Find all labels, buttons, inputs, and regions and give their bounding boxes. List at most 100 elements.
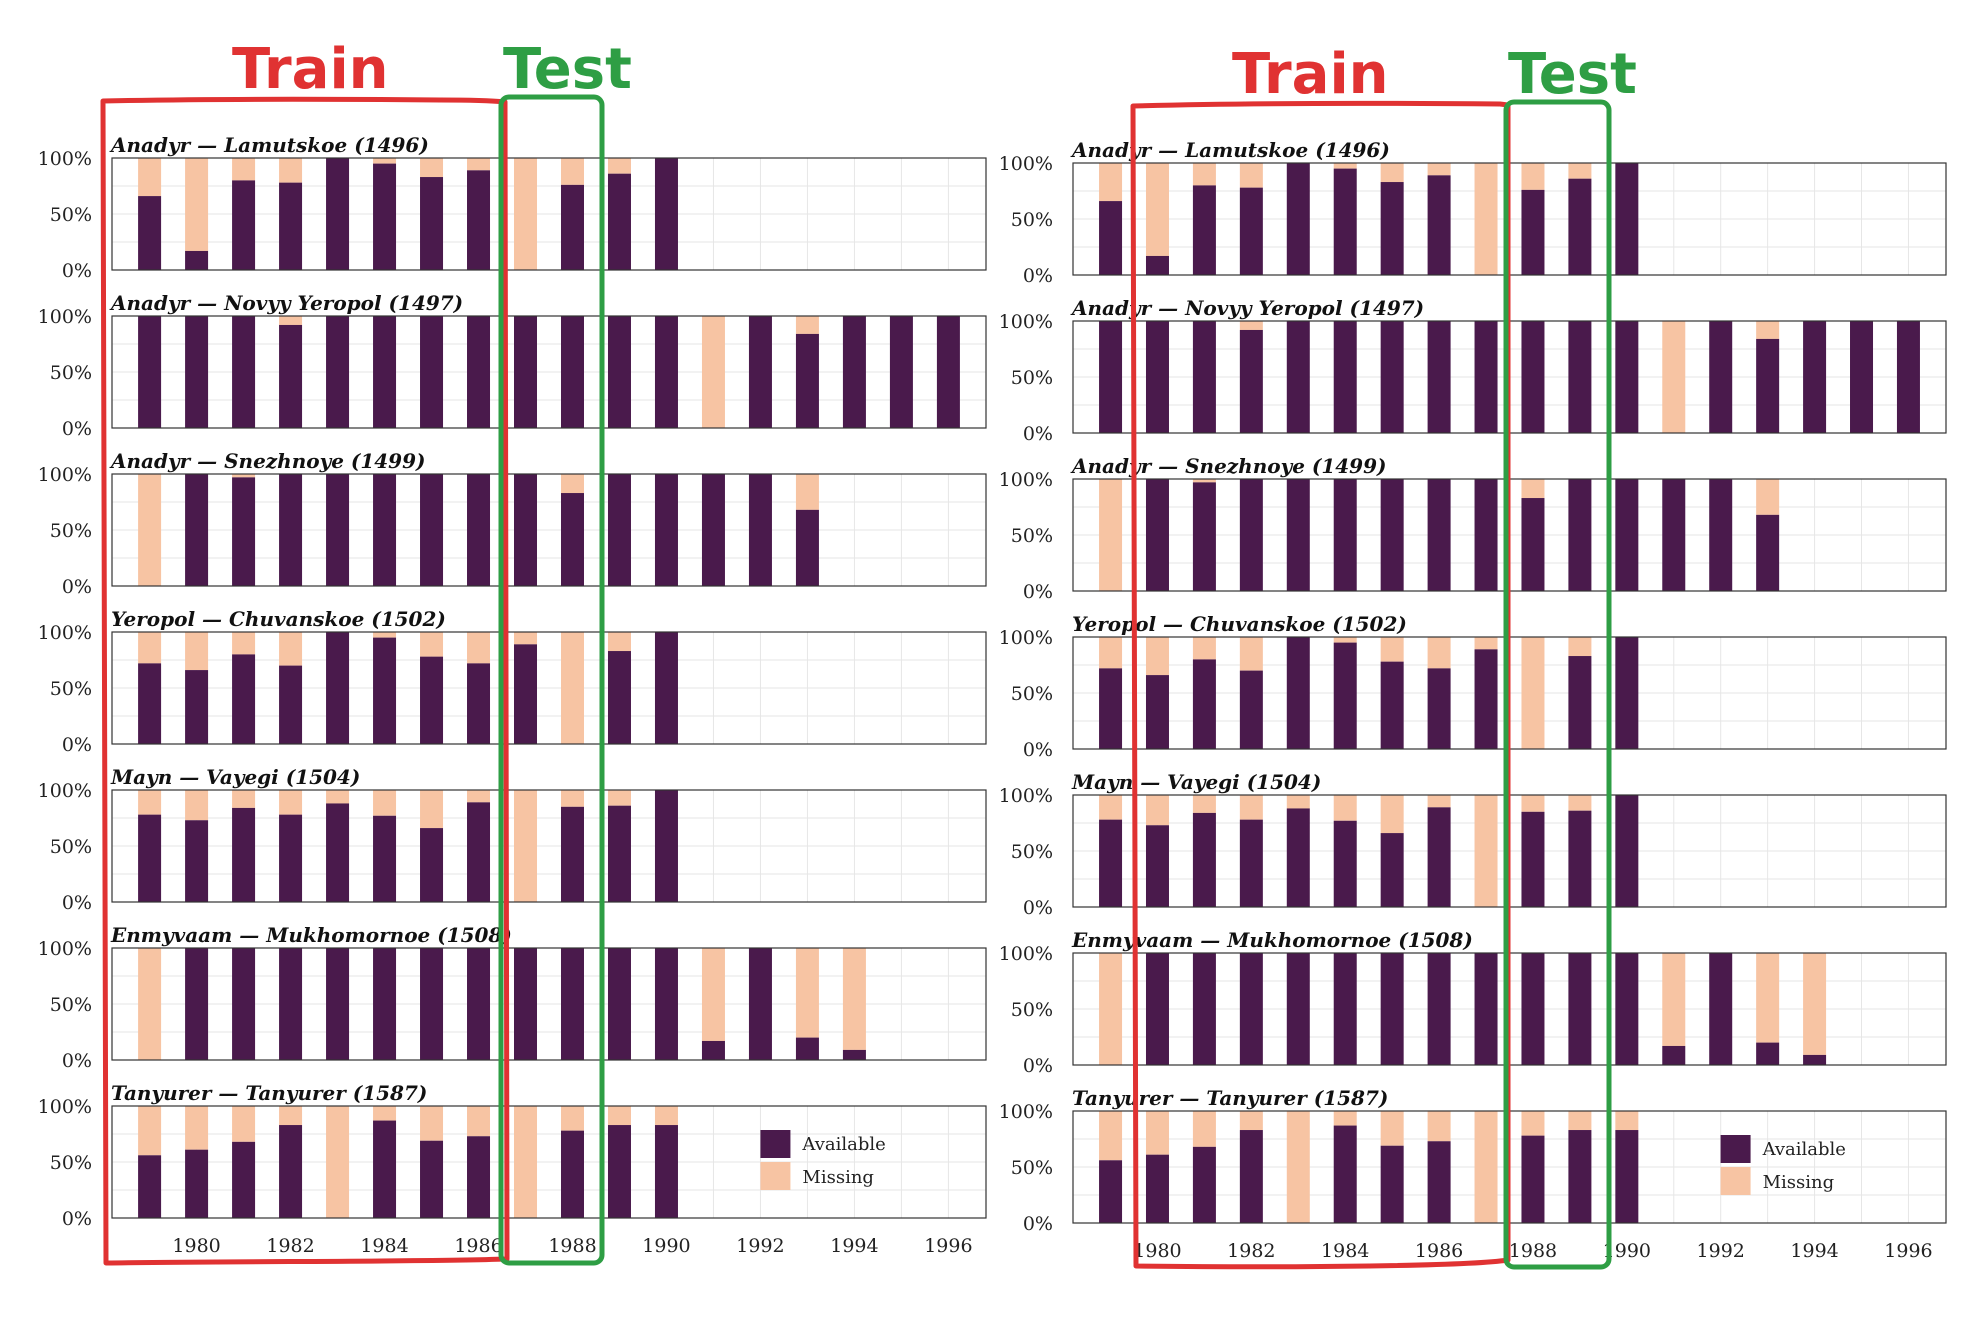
bar-missing-1979 [138,790,162,815]
x-tick-label: 1988 [1509,1240,1557,1262]
bar-available-1984 [373,316,397,428]
bar-available-1991 [1662,1045,1686,1065]
bar-missing-1989 [607,790,631,806]
y-tick-label: 0% [1023,739,1053,761]
bar-missing-1981 [1192,637,1216,660]
bar-available-1986 [1427,1141,1451,1223]
bar-available-1984 [1333,1125,1357,1223]
bar-available-1984 [1333,642,1357,749]
bar-available-1987 [514,644,538,744]
y-tick-label: 0% [62,734,92,756]
bar-missing-1982 [1239,1111,1263,1131]
bar-available-1990 [1615,479,1639,591]
bar-available-1989 [1568,479,1592,591]
bar-available-1981 [232,807,256,902]
bar-available-1986 [467,802,491,902]
bar-missing-1985 [1380,637,1404,662]
bar-available-1983 [1286,953,1310,1065]
y-tick-label: 50% [1011,525,1053,547]
y-tick-label: 0% [62,418,92,440]
bar-available-1981 [232,948,256,1060]
bar-available-1989 [1568,656,1592,749]
bar-available-1979 [138,1155,162,1218]
bar-available-1979 [138,316,162,428]
bar-available-1990 [1615,795,1639,907]
panel-3: Anadyr — Snezhnoye (1499) 0% 50% 100% [38,449,987,598]
bar-available-1985 [420,948,444,1060]
bar-available-1989 [607,474,631,586]
bar-available-1980 [185,474,209,586]
bar-available-1984 [373,474,397,586]
bar-missing-1983 [326,790,350,804]
bar-available-1987 [1474,321,1498,433]
bar-available-1979 [1099,1160,1123,1223]
bar-available-1985 [420,1140,444,1218]
y-tick-label: 0% [62,1208,92,1230]
bar-available-1981 [232,1141,256,1218]
panel-frame [111,473,987,587]
bar-missing-1983 [326,1106,350,1218]
bar-missing-1994 [842,948,866,1050]
bar-missing-1982 [1239,163,1263,188]
bar-available-1990 [654,632,678,744]
bar-missing-1988 [1521,479,1545,499]
bar-available-1985 [420,828,444,902]
legend-swatch-available [1720,1135,1751,1163]
panel-title: Anadyr — Novyy Yeropol (1497) [1070,296,1424,320]
left-test-label: Test [503,37,632,102]
x-tick-label: 1992 [1697,1240,1745,1262]
bar-missing-1991 [701,316,725,428]
bar-available-1986 [1427,479,1451,591]
bar-missing-1987 [514,1106,538,1218]
bar-missing-1989 [1568,1111,1592,1131]
legend-label-available: Available [1762,1139,1846,1160]
x-tick-label: 1982 [266,1235,314,1257]
bar-available-1982 [279,665,303,744]
bar-available-1980 [185,948,209,1060]
panel-frame [111,157,987,271]
bar-missing-1990 [1615,1111,1639,1131]
y-tick-label: 100% [38,622,92,644]
bar-missing-1982 [279,1106,303,1126]
bar-available-1994 [1803,321,1827,433]
bar-available-1981 [1192,185,1216,275]
bar-available-1983 [1286,321,1310,433]
bar-available-1980 [1145,1154,1169,1223]
bar-available-1980 [1145,255,1169,275]
bar-missing-1988 [560,632,584,744]
bar-available-1994 [1803,1054,1827,1065]
y-tick-label: 0% [62,1050,92,1072]
bar-available-1988 [560,316,584,428]
bar-available-1982 [1239,479,1263,591]
panel-title: Mayn — Vayegi (1504) [110,765,360,789]
bar-missing-1983 [1286,1111,1310,1223]
bar-available-1993 [795,1037,819,1060]
panel-title: Yeropol — Chuvanskoe (1502) [1072,612,1407,636]
bar-available-1985 [1380,953,1404,1065]
bar-available-1979 [1099,668,1123,749]
bar-missing-1984 [373,632,397,638]
bar-missing-1980 [1145,637,1169,676]
bar-available-1984 [1333,820,1357,907]
bar-available-1979 [138,196,162,270]
bar-available-1981 [1192,953,1216,1065]
y-tick-label: 50% [50,836,92,858]
bar-missing-1988 [560,1106,584,1131]
bar-available-1980 [1145,675,1169,749]
bar-missing-1987 [1474,795,1498,907]
bar-missing-1989 [1568,163,1592,179]
bar-available-1995 [889,316,913,428]
legend-swatch-missing [1720,1167,1751,1195]
bar-missing-1985 [420,632,444,657]
bar-missing-1985 [1380,1111,1404,1146]
bar-available-1982 [279,324,303,428]
bar-available-1985 [420,177,444,270]
bar-available-1991 [701,474,725,586]
bar-missing-1986 [1427,795,1451,808]
bar-available-1984 [1333,479,1357,591]
bar-available-1985 [420,316,444,428]
bar-available-1992 [1709,321,1733,433]
bar-missing-1981 [232,1106,256,1142]
bar-missing-1979 [1099,163,1123,202]
bar-missing-1981 [232,790,256,808]
